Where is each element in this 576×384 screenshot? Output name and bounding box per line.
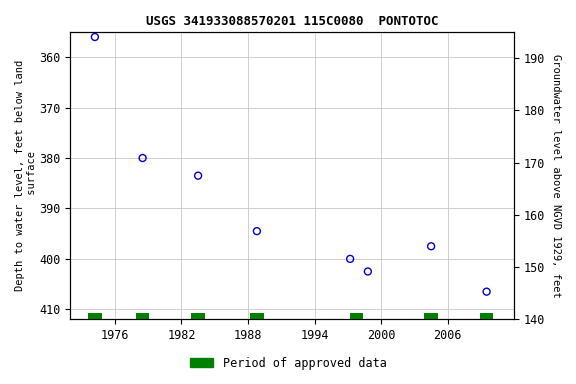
Bar (250, 313, 264, 319)
Point (346, 256, 355, 262)
Point (138, 155, 147, 161)
Legend: Period of approved data: Period of approved data (185, 352, 391, 374)
Point (482, 289, 491, 295)
Y-axis label: Groundwater level above NGVD 1929, feet: Groundwater level above NGVD 1929, feet (551, 54, 561, 298)
Bar (136, 313, 149, 319)
Point (90, 34, 100, 40)
Point (363, 268, 373, 275)
Bar (191, 313, 204, 319)
Point (252, 228, 262, 234)
Point (194, 172, 203, 179)
Bar (88, 313, 101, 319)
Y-axis label: Depth to water level, feet below land
 surface: Depth to water level, feet below land su… (15, 60, 37, 291)
Bar (480, 313, 493, 319)
Bar (350, 313, 363, 319)
Bar (425, 313, 438, 319)
Title: USGS 341933088570201 115C0080  PONTOTOC: USGS 341933088570201 115C0080 PONTOTOC (146, 15, 439, 28)
Point (426, 243, 435, 249)
